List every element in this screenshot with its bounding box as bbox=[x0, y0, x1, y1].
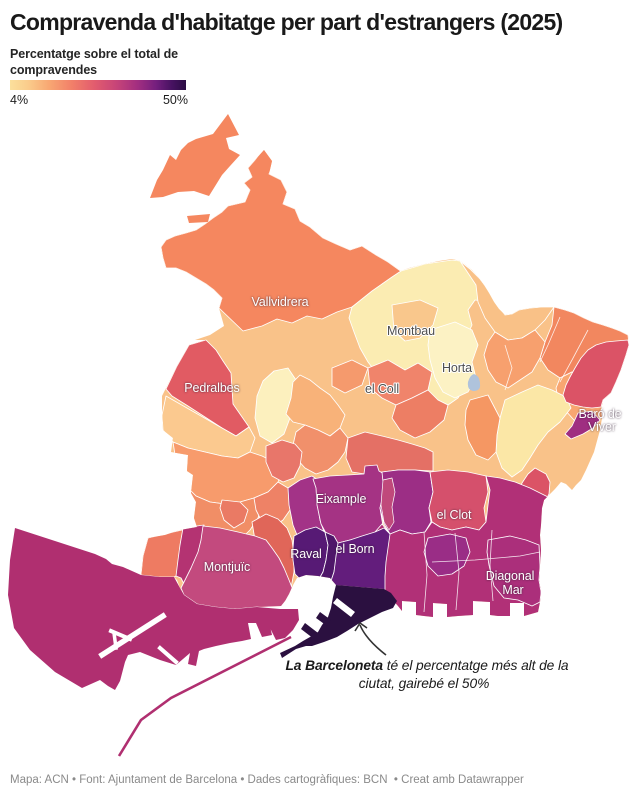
svg-text:La Barceloneta té el percentat: La Barceloneta té el percentatge més alt… bbox=[285, 658, 568, 673]
svg-text:Raval: Raval bbox=[290, 547, 321, 561]
svg-text:Viver: Viver bbox=[588, 420, 616, 434]
svg-text:ciutat, gairebé el 50%: ciutat, gairebé el 50% bbox=[359, 676, 490, 691]
svg-text:Mar: Mar bbox=[502, 583, 523, 597]
svg-text:Baró de: Baró de bbox=[578, 407, 621, 421]
svg-text:Pedralbes: Pedralbes bbox=[184, 381, 239, 395]
svg-text:el Born: el Born bbox=[336, 542, 375, 556]
svg-text:Eixample: Eixample bbox=[316, 492, 367, 506]
svg-text:Diagonal: Diagonal bbox=[486, 569, 535, 583]
svg-text:Vallvidrera: Vallvidrera bbox=[251, 295, 308, 309]
svg-text:el Clot: el Clot bbox=[437, 508, 472, 522]
svg-text:el Coll: el Coll bbox=[365, 382, 399, 396]
svg-text:Horta: Horta bbox=[442, 361, 472, 375]
svg-text:Montjuïc: Montjuïc bbox=[204, 560, 250, 574]
svg-text:Montbau: Montbau bbox=[387, 324, 435, 338]
